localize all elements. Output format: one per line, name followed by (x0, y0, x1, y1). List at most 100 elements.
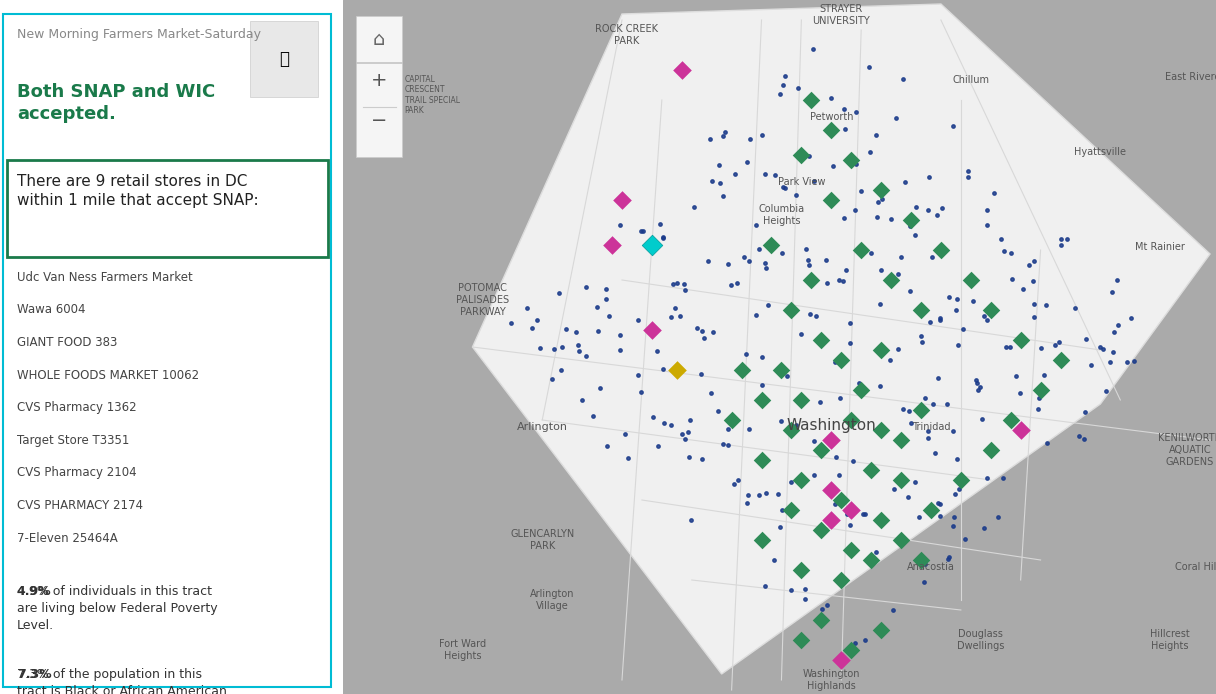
Point (961, 274, 980, 285)
Point (610, 344, 630, 355)
Point (895, 176, 914, 187)
FancyBboxPatch shape (250, 21, 317, 97)
Point (1051, 350, 1070, 362)
Text: Arlington: Arlington (517, 422, 568, 432)
Point (906, 230, 925, 241)
Point (653, 233, 672, 244)
Point (759, 299, 778, 310)
Text: CAPITAL
CRESCENT
TRAIL SPECIAL
PARK: CAPITAL CRESCENT TRAIL SPECIAL PARK (405, 75, 460, 115)
Point (944, 520, 963, 532)
Point (861, 248, 880, 259)
Point (906, 201, 925, 212)
Text: 7.3%: 7.3% (17, 668, 51, 682)
Point (976, 205, 996, 216)
Point (715, 126, 734, 137)
Text: 4.9% of individuals in this tract
are living below Federal Poverty
Level.: 4.9% of individuals in this tract are li… (17, 585, 218, 632)
Point (782, 425, 801, 436)
Point (672, 429, 692, 440)
Text: POTOMAC
PALISADES
PARKWAY: POTOMAC PALISADES PARKWAY (456, 283, 510, 316)
Point (867, 212, 886, 223)
Text: New Morning Farmers Market-Saturday: New Morning Farmers Market-Saturday (17, 28, 261, 41)
Point (612, 194, 631, 205)
Point (919, 425, 939, 436)
Point (597, 284, 617, 295)
Text: CVS Pharmacy 2104: CVS Pharmacy 2104 (17, 466, 136, 480)
Point (674, 278, 693, 289)
Point (704, 327, 724, 338)
Point (922, 505, 941, 516)
Point (1091, 341, 1110, 353)
Point (880, 354, 900, 365)
Point (1052, 239, 1071, 251)
Point (947, 454, 967, 465)
Point (751, 380, 771, 391)
Point (1075, 406, 1094, 417)
Point (714, 190, 733, 201)
Point (557, 324, 576, 335)
Point (981, 305, 1001, 316)
Point (891, 475, 911, 486)
Point (732, 364, 751, 375)
Point (872, 194, 891, 205)
Point (978, 472, 997, 483)
Point (823, 160, 843, 171)
Text: GLENCARLYN
PARK: GLENCARLYN PARK (511, 530, 574, 551)
Point (989, 512, 1008, 523)
Point (787, 189, 806, 201)
Point (755, 258, 775, 269)
Point (849, 387, 868, 398)
Point (956, 533, 975, 544)
Point (550, 288, 569, 299)
FancyBboxPatch shape (7, 160, 328, 257)
Point (679, 452, 698, 463)
Point (996, 341, 1015, 353)
Point (694, 333, 714, 344)
Point (1069, 431, 1088, 442)
Point (664, 279, 683, 290)
Point (727, 277, 747, 288)
Point (834, 213, 854, 224)
Point (958, 172, 978, 183)
Text: Mt Rainier: Mt Rainier (1136, 242, 1186, 252)
Point (919, 171, 939, 183)
Text: Fort Ward
Heights: Fort Ward Heights (439, 639, 486, 661)
Point (772, 247, 792, 258)
Point (911, 305, 930, 316)
Point (591, 382, 610, 393)
Point (835, 123, 855, 134)
Point (841, 414, 861, 425)
Point (739, 424, 759, 435)
Point (769, 488, 788, 499)
Point (1007, 370, 1026, 381)
Point (619, 452, 638, 464)
Point (1030, 393, 1049, 404)
Point (832, 575, 851, 586)
Point (1093, 344, 1113, 355)
Point (811, 525, 831, 536)
Point (710, 178, 730, 189)
Point (1000, 341, 1019, 353)
Point (782, 505, 801, 516)
Text: Douglass
Dwellings: Douglass Dwellings (957, 629, 1004, 651)
Point (822, 92, 841, 103)
Point (944, 511, 963, 523)
Text: ⌂: ⌂ (372, 30, 385, 49)
Point (781, 584, 800, 595)
Point (773, 79, 793, 90)
Point (901, 220, 921, 231)
Point (542, 373, 562, 384)
Point (846, 159, 866, 170)
Point (930, 315, 950, 326)
Point (610, 219, 630, 230)
Point (765, 170, 784, 181)
Point (872, 625, 891, 636)
Point (1051, 234, 1070, 245)
Point (884, 484, 903, 495)
Point (792, 394, 811, 405)
Point (840, 519, 860, 530)
Point (841, 645, 861, 656)
Point (662, 311, 681, 322)
Point (861, 464, 880, 475)
Point (922, 252, 941, 263)
Text: There are 9 retail stores in DC
within 1 mile that accept SNAP:: There are 9 retail stores in DC within 1… (17, 174, 259, 208)
